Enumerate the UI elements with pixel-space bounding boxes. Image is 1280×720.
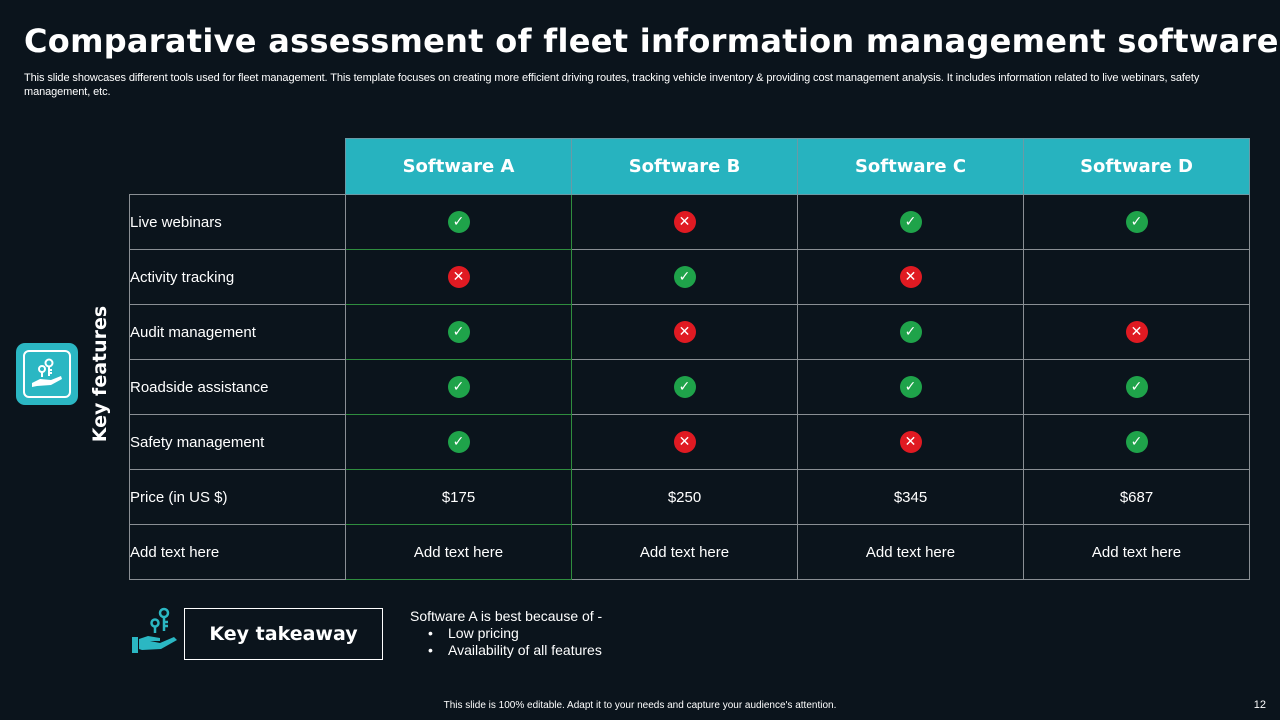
feature-label: Safety management: [129, 414, 346, 470]
feature-cell: ✓: [797, 304, 1024, 360]
cross-icon: ✕: [673, 431, 696, 453]
cross-icon: ✕: [899, 266, 922, 288]
extra-cell: Add text here: [345, 524, 572, 580]
table-row: Roadside assistance ✓ ✓ ✓ ✓: [129, 359, 1250, 415]
extra-cell: Add text here: [571, 524, 798, 580]
check-icon: ✓: [447, 376, 470, 398]
column-header-software-a: Software A: [345, 138, 572, 195]
page-number: 12: [1253, 699, 1266, 711]
cross-icon: ✕: [899, 431, 922, 453]
check-icon: ✓: [447, 431, 470, 453]
column-header-software-c: Software C: [797, 138, 1024, 195]
cross-icon: ✕: [1125, 321, 1148, 343]
feature-cell: ✓: [345, 414, 572, 470]
feature-label: Audit management: [129, 304, 346, 360]
check-icon: ✓: [899, 321, 922, 343]
check-icon: ✓: [447, 321, 470, 343]
extra-label: Add text here: [129, 524, 346, 580]
feature-cell: ✕: [797, 414, 1024, 470]
check-icon: ✓: [673, 376, 696, 398]
extra-cell: Add text here: [1023, 524, 1250, 580]
takeaway-point: • Availability of all features: [428, 642, 602, 658]
extra-row: Add text here Add text here Add text her…: [129, 524, 1250, 580]
feature-label: Live webinars: [129, 194, 346, 250]
takeaway-point: • Low pricing: [428, 625, 519, 641]
key-features-label: Key features: [89, 305, 111, 443]
hand-key-icon: [130, 607, 180, 660]
price-row: Price (in US $) $175 $250 $345 $687: [129, 469, 1250, 525]
check-icon: ✓: [899, 211, 922, 233]
feature-cell: ✓: [1023, 359, 1250, 415]
check-icon: ✓: [899, 376, 922, 398]
table-header-row: Software A Software B Software C Softwar…: [130, 138, 1250, 195]
check-icon: ✓: [673, 266, 696, 288]
check-icon: ✓: [1125, 376, 1148, 398]
table-row: Audit management ✓ ✕ ✓ ✕: [129, 304, 1250, 360]
price-cell: $687: [1023, 469, 1250, 525]
feature-cell: ✓: [797, 194, 1024, 250]
price-cell: $175: [345, 469, 572, 525]
takeaway-points: • Low pricing • Availability of all featur…: [410, 625, 602, 659]
column-header-software-b: Software B: [571, 138, 798, 195]
page-title: Comparative assessment of fleet informat…: [24, 22, 1279, 60]
check-icon: ✓: [447, 211, 470, 233]
feature-cell: ✓: [1023, 414, 1250, 470]
feature-cell: ✕: [345, 249, 572, 305]
table-corner: [130, 139, 346, 195]
cross-icon: ✕: [673, 211, 696, 233]
key-hand-icon: [16, 343, 78, 405]
price-label: Price (in US $): [129, 469, 346, 525]
table-row: Live webinars ✓ ✕ ✓ ✓: [129, 194, 1250, 250]
feature-label: Roadside assistance: [129, 359, 346, 415]
key-takeaway-label: Key takeaway: [184, 608, 383, 660]
cross-icon: ✕: [673, 321, 696, 343]
check-icon: ✓: [1125, 431, 1148, 453]
extra-cell: Add text here: [797, 524, 1024, 580]
feature-cell: ✕: [571, 304, 798, 360]
comparison-table: Software A Software B Software C Softwar…: [129, 138, 1250, 580]
feature-cell: [1023, 249, 1250, 305]
takeaway-lead: Software A is best because of -: [410, 608, 603, 624]
feature-cell: ✓: [1023, 194, 1250, 250]
feature-cell: ✓: [571, 359, 798, 415]
feature-cell: ✕: [797, 249, 1024, 305]
footer-note: This slide is 100% editable. Adapt it to…: [443, 700, 837, 711]
table-row: Activity tracking ✕ ✓ ✕: [129, 249, 1250, 305]
feature-cell: ✓: [797, 359, 1024, 415]
feature-cell: ✓: [345, 304, 572, 360]
column-header-software-d: Software D: [1023, 138, 1250, 195]
feature-cell: ✕: [571, 194, 798, 250]
cross-icon: ✕: [447, 266, 470, 288]
feature-cell: ✕: [571, 414, 798, 470]
feature-cell: ✓: [345, 194, 572, 250]
check-icon: ✓: [1125, 211, 1148, 233]
page-subtitle: This slide showcases different tools use…: [24, 72, 1200, 98]
feature-label: Activity tracking: [129, 249, 346, 305]
feature-cell: ✓: [571, 249, 798, 305]
feature-cell: ✕: [1023, 304, 1250, 360]
price-cell: $345: [797, 469, 1024, 525]
price-cell: $250: [571, 469, 798, 525]
table-row: Safety management ✓ ✕ ✕ ✓: [129, 414, 1250, 470]
feature-cell: ✓: [345, 359, 572, 415]
takeaway-text: Software A is best because of - • Low pri…: [410, 608, 602, 659]
